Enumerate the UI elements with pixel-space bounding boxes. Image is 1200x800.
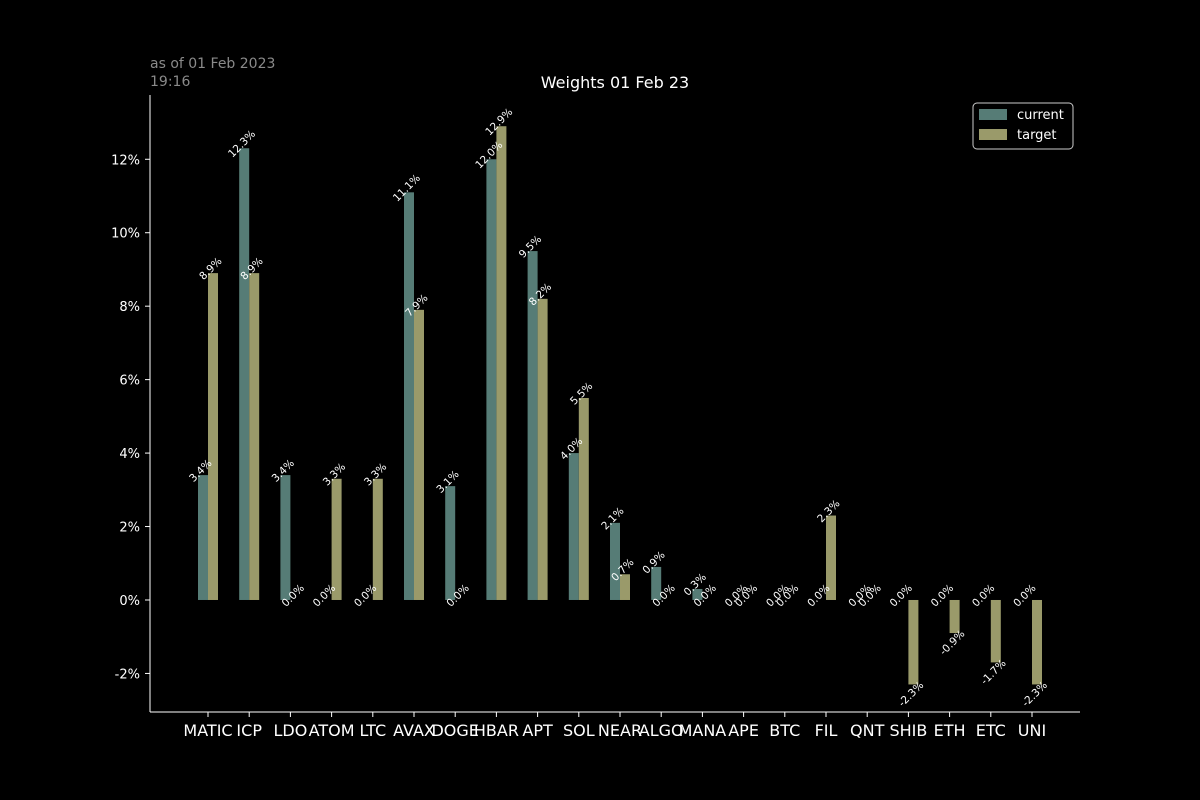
x-tick-label: HBAR <box>474 721 519 740</box>
bar-current <box>610 522 620 600</box>
y-tick-label: 10% <box>111 227 140 242</box>
x-tick-label: BTC <box>769 721 800 740</box>
x-tick-label: ALGO <box>639 721 684 740</box>
bar-target <box>908 599 919 685</box>
x-tick-label: SOL <box>563 721 595 740</box>
legend: current target <box>972 102 1074 150</box>
data-labels: 3.4%12.3%3.4%0.0% 0.0%11.1%3.1%12.0%9.5%4… <box>187 106 1050 709</box>
bars <box>198 126 1042 685</box>
y-tick-label: 6% <box>119 374 140 389</box>
legend-label-target: target <box>1017 128 1057 143</box>
x-tick-label: ICP <box>236 721 262 740</box>
bar-target <box>414 309 424 600</box>
bar-target <box>372 478 383 600</box>
bar-target <box>620 574 630 600</box>
x-tick-label: ATOM <box>309 721 355 740</box>
y-tick-label: 8% <box>119 300 140 315</box>
y-tick-label: -2% <box>115 667 140 682</box>
y-tick-label: 4% <box>119 447 140 462</box>
x-tick-label: QNT <box>850 721 885 740</box>
bar-current <box>239 148 250 600</box>
x-tick-label: APE <box>728 721 759 740</box>
x-tick-label: SHIB <box>889 721 927 740</box>
bar-current <box>280 475 291 600</box>
chart-title: Weights 01 Feb 23 <box>541 73 689 92</box>
axes: -2% 0% 2% 4% 6% 8% 10% 12% MATIC ICP LDO ATOM LTC AVA… <box>111 95 1080 740</box>
x-tick-label: ETC <box>976 721 1006 740</box>
bar-current <box>198 475 208 600</box>
x-tick-label: MATIC <box>183 721 232 740</box>
legend-swatch-target <box>979 129 1007 140</box>
bar-current <box>692 588 703 600</box>
x-tick-label: FIL <box>815 721 838 740</box>
bar-current <box>527 251 538 600</box>
bar-target <box>990 599 1001 663</box>
legend-label-current: current <box>1017 108 1064 123</box>
x-tick-label: ETH <box>934 721 966 740</box>
x-tick-label: NEAR <box>598 721 642 740</box>
x-tick-label: APT <box>522 721 553 740</box>
y-tick-label: 0% <box>119 594 140 609</box>
bar-target <box>1032 599 1042 685</box>
bar-target <box>208 273 218 600</box>
x-tick-label: LDO <box>273 721 307 740</box>
bar-current <box>486 159 497 600</box>
bar-target <box>331 478 342 600</box>
y-tick-label: 12% <box>111 153 140 168</box>
bar-current <box>651 566 662 600</box>
x-tick-label: UNI <box>1018 721 1046 740</box>
legend-swatch-current <box>979 109 1007 120</box>
bar-target <box>249 273 260 600</box>
x-tick-label: LTC <box>359 721 386 740</box>
bar-target <box>496 126 507 600</box>
bar-current <box>445 486 456 600</box>
x-tick-label: MANA <box>679 721 727 740</box>
y-tick-label: 2% <box>119 521 140 536</box>
bar-target <box>826 515 836 600</box>
bar-current <box>568 453 579 600</box>
bar-current <box>404 192 414 600</box>
bar-target <box>949 599 960 634</box>
timestamp: as of 01 Feb 2023 19:16 <box>150 56 276 90</box>
bar-target <box>537 298 548 600</box>
x-tick-label: AVAX <box>393 721 435 740</box>
x-tick-label: DOGE <box>431 721 478 740</box>
bar-target <box>578 397 589 600</box>
